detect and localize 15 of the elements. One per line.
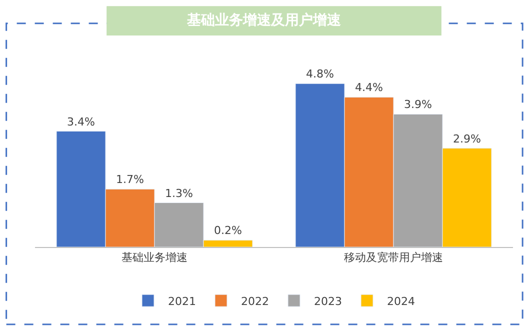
legend-label: 2021 — [168, 294, 196, 308]
legend-label: 2024 — [387, 294, 415, 308]
data-label: 4.8% — [306, 68, 334, 81]
legend-label: 2022 — [241, 294, 269, 308]
x-tick-label: 移动及宽带用户增速 — [344, 251, 443, 264]
data-label: 0.2% — [214, 224, 242, 238]
data-label: 4.4% — [355, 81, 383, 94]
x-tick-label: 基础业务增速 — [122, 251, 188, 264]
data-label: 1.7% — [116, 173, 144, 186]
data-label: 3.4% — [67, 115, 95, 128]
data-label: 1.3% — [165, 186, 193, 200]
chart-title: 基础业务增速及用户增速 — [186, 11, 342, 28]
data-label: 2.9% — [453, 132, 481, 146]
legend-label: 2023 — [314, 294, 342, 308]
data-label: 3.9% — [404, 98, 432, 112]
